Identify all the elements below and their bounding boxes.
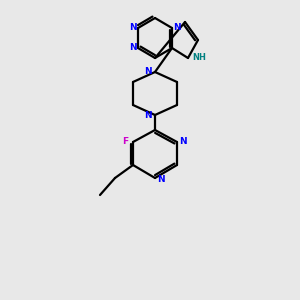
Text: N: N: [144, 112, 152, 121]
Text: N: N: [144, 67, 152, 76]
Text: N: N: [129, 44, 137, 52]
Text: N: N: [173, 22, 181, 32]
Text: N: N: [179, 136, 187, 146]
Text: N: N: [157, 175, 165, 184]
Text: NH: NH: [192, 53, 206, 62]
Text: F: F: [122, 136, 128, 146]
Text: N: N: [129, 22, 137, 32]
